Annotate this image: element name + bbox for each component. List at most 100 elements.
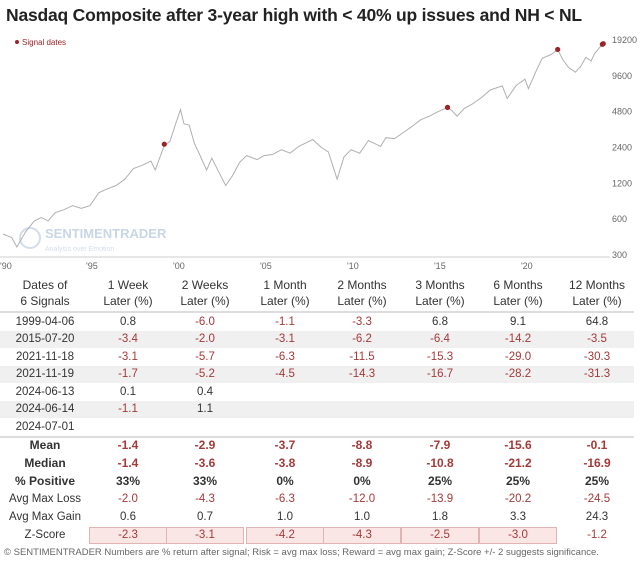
- header-divider: [0, 311, 634, 313]
- x-tick-label: '10: [347, 261, 359, 271]
- return-value: -14.2: [504, 333, 532, 345]
- table-row: 2021-11-19 -1.7 -5.2 -4.5 -14.3 -16.7 -28.2 -31…: [0, 366, 634, 383]
- stat-value: 1.0: [277, 511, 293, 523]
- stat-value: -2.9: [194, 438, 216, 452]
- stat-value: 33%: [192, 474, 218, 488]
- stat-value: -12.0: [348, 493, 376, 505]
- stat-value: 3.3: [510, 511, 526, 523]
- stats-row: Mean -1.4 -2.9 -3.7 -8.8 -7.9 -15.6 -0.1: [0, 437, 634, 454]
- stat-value: 24.3: [585, 511, 609, 523]
- return-value: -3.1: [118, 350, 138, 363]
- watermark-logo: SENTIMENTRADER: [45, 226, 167, 241]
- return-value: 0.1: [120, 385, 136, 398]
- watermark-icon: [19, 227, 41, 249]
- stat-value: -2.3: [89, 527, 167, 544]
- table-row: 2024-06-14 -1.1 1.1: [0, 401, 634, 418]
- x-tick-label: '15: [434, 261, 446, 271]
- return-value: -15.3: [426, 350, 454, 363]
- stat-value: -8.8: [351, 438, 373, 452]
- return-value: 0.4: [197, 385, 213, 398]
- stats-row: Avg Max Gain 0.6 0.7 1.0 1.0 1.8 3.3 24.3: [0, 509, 634, 526]
- stat-value: -10.8: [426, 456, 454, 470]
- stat-label: Z-Score: [24, 529, 66, 541]
- stat-label: Median: [24, 456, 66, 470]
- return-value: -4.5: [275, 368, 295, 380]
- column-header: 3 Months Later (%): [415, 278, 465, 308]
- signal-dot: [600, 41, 606, 47]
- stat-label: Avg Max Loss: [8, 493, 82, 505]
- return-value: -30.3: [583, 350, 611, 363]
- y-tick-label: 9600: [612, 71, 632, 81]
- stats-row: % Positive 33% 33% 0% 0% 25% 25% 25%: [0, 473, 634, 490]
- stat-value: -24.5: [583, 493, 611, 505]
- signal-dot: [444, 104, 451, 110]
- stat-value: -16.9: [583, 456, 611, 470]
- return-value: -1.1: [275, 315, 295, 328]
- signal-date: 2021-11-19: [16, 368, 74, 380]
- stat-value: -2.0: [118, 493, 138, 505]
- return-value: -28.2: [504, 368, 532, 380]
- return-value: -16.7: [426, 368, 454, 380]
- return-value: -1.1: [118, 403, 138, 415]
- stat-value: -3.7: [274, 438, 296, 452]
- stat-label: Mean: [29, 438, 61, 452]
- stat-value: 1.8: [432, 511, 448, 523]
- y-tick-label: 600: [612, 214, 627, 224]
- table-row: 2015-07-20 -3.4 -2.0 -3.1 -6.2 -6.4 -14.2 -3.5: [0, 331, 634, 348]
- stat-value: 33%: [115, 474, 141, 488]
- stat-value: -1.4: [117, 438, 139, 452]
- return-value: -31.3: [583, 368, 611, 380]
- stats-row: Z-Score -2.3 -3.1 -4.2 -4.3 -2.5 -3.0 -1.2: [0, 527, 634, 544]
- column-header: 2 Months Later (%): [337, 278, 387, 308]
- signal-date: 2015-07-20: [15, 333, 75, 345]
- stat-value: -21.2: [504, 456, 532, 470]
- stat-value: -3.0: [479, 527, 557, 544]
- signal-date: 2024-06-13: [15, 385, 75, 398]
- return-value: 64.8: [585, 315, 609, 328]
- y-tick-label: 2400: [612, 143, 632, 153]
- return-value: 0.8: [120, 315, 136, 328]
- return-value: -5.2: [195, 368, 215, 380]
- return-value: -6.0: [195, 315, 215, 328]
- return-value: 6.8: [432, 315, 448, 328]
- y-tick-label: 300: [612, 250, 627, 260]
- stat-value: 0.6: [120, 511, 136, 523]
- stat-value: -6.3: [275, 493, 295, 505]
- stat-value: 25%: [584, 474, 610, 488]
- stats-row: Avg Max Loss -2.0 -4.3 -6.3 -12.0 -13.9 -20.2 -…: [0, 491, 634, 508]
- stat-value: 1.0: [354, 511, 370, 523]
- signal-date: 2021-11-18: [16, 350, 74, 363]
- stat-value: 0%: [276, 474, 294, 488]
- stat-value: 0%: [353, 474, 371, 488]
- stat-value: -3.8: [274, 456, 296, 470]
- return-value: -2.0: [195, 333, 215, 345]
- stat-label: % Positive: [14, 474, 76, 488]
- signal-dot: [555, 46, 561, 53]
- table-row: 1999-04-06 0.8 -6.0 -1.1 -3.3 6.8 9.1 64.8: [0, 314, 634, 331]
- stat-value: -4.3: [323, 527, 401, 544]
- nasdaq-price-line: [2, 41, 606, 249]
- column-header: 1 Month Later (%): [260, 278, 310, 308]
- y-tick-label: 4800: [612, 107, 632, 117]
- stats-row: Median -1.4 -3.6 -3.8 -8.9 -10.8 -21.2 -16.9: [0, 455, 634, 472]
- stat-value: -7.9: [429, 438, 451, 452]
- stat-value: -20.2: [504, 493, 532, 505]
- return-value: -3.3: [352, 315, 372, 328]
- signal-dot: [161, 141, 167, 147]
- x-tick-label: '05: [260, 261, 272, 271]
- stat-value: -4.3: [195, 493, 215, 505]
- legend-marker: [15, 40, 19, 44]
- return-value: -6.3: [275, 350, 295, 363]
- stat-value: -3.1: [166, 527, 244, 544]
- stat-value: 0.7: [197, 511, 213, 523]
- stat-value: -4.2: [246, 527, 324, 544]
- y-tick-label: 1200: [612, 178, 632, 188]
- table-row: 2021-11-18 -3.1 -5.7 -6.3 -11.5 -15.3 -29.0 -30…: [0, 349, 634, 366]
- stat-value: 25%: [505, 474, 531, 488]
- stat-value: -13.9: [426, 493, 454, 505]
- signal-date: 1999-04-06: [15, 315, 75, 328]
- chart-title: Nasdaq Composite after 3-year high with …: [6, 5, 582, 25]
- return-value: -3.4: [118, 333, 138, 345]
- return-value: -29.0: [504, 350, 532, 363]
- return-value: -11.5: [349, 350, 375, 363]
